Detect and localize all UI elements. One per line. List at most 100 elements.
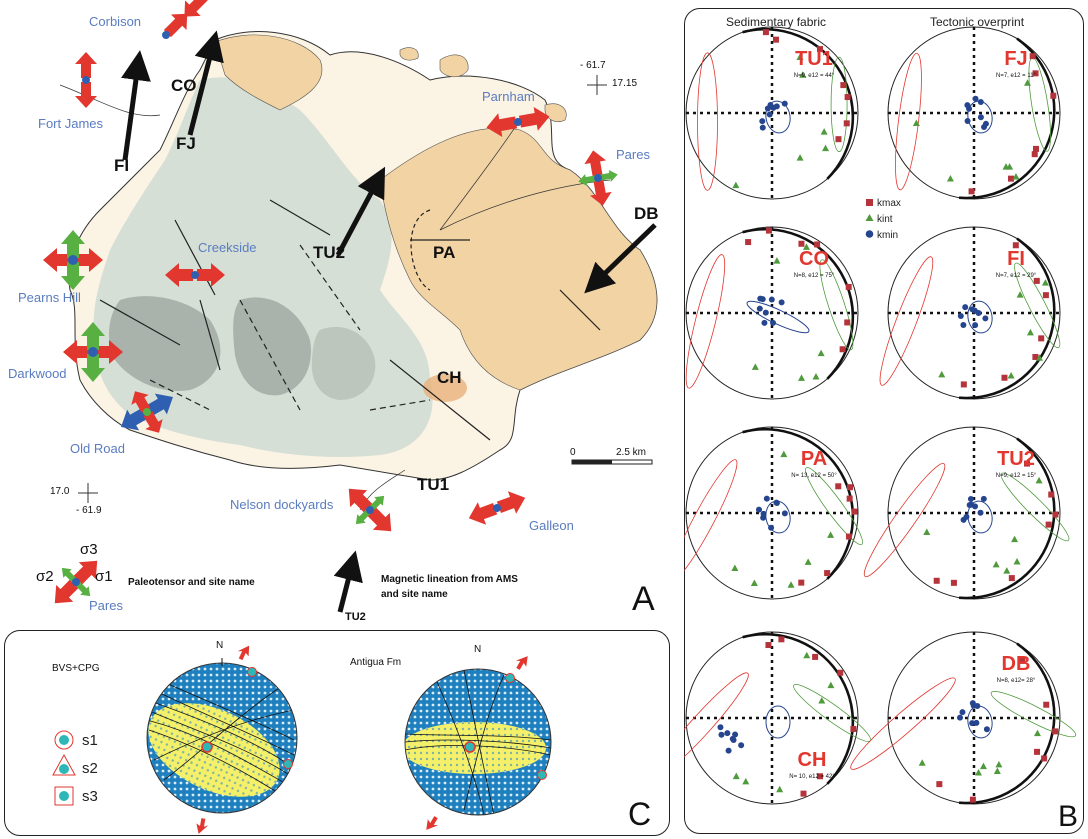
coord-sw-lon: - 61.9 (76, 505, 102, 516)
scale-end: 2.5 km (616, 447, 647, 458)
geologic-map (43, 0, 658, 613)
tensor-pearns-hill (43, 230, 103, 290)
legend-sigma2: σ2 (36, 568, 54, 585)
tensor-creekside (165, 263, 225, 287)
stereonet-stats-tu1: N=9, e12 = 44° (794, 73, 835, 79)
kmin-legend-text: kmin (877, 230, 898, 241)
islet-3 (544, 103, 567, 122)
islet-2 (399, 47, 419, 61)
s1-legend-marker (54, 730, 74, 750)
site-label-pearns-hill: Pearns Hill (18, 290, 81, 305)
panel-c-title-bvs: BVS+CPG (52, 663, 100, 674)
ams-label-ch: CH (437, 368, 462, 387)
stereonet-label-pa: PA (801, 448, 827, 470)
stereonet-fi: FI N=7, e12 = 29° (879, 226, 1061, 400)
stereonet-label-tu1: TU1 (795, 48, 833, 70)
site-label-old-road: Old Road (70, 441, 125, 456)
stereonet-ch: CH N= 10, e12 = 42° (684, 631, 872, 805)
kint-legend-marker (865, 214, 874, 221)
islet-1 (439, 54, 469, 78)
stereonet-fj: FJ N=7, e12 = 11° (887, 26, 1061, 200)
tensor-corbison (162, 0, 208, 39)
panel-c-letter: C (628, 796, 652, 832)
stereonet-pa: PA N= 13, e12 = 50° (684, 426, 863, 600)
panel-c-frame (4, 630, 670, 836)
coord-crosses (78, 75, 607, 503)
stereonet-tu2: TU2 N=9, e12 = 15° (863, 426, 1070, 600)
stereonet-label-fi: FI (1007, 248, 1025, 270)
ams-label-fj: FJ (176, 134, 196, 153)
limestone-unit (214, 34, 658, 391)
kmax-legend-marker (866, 199, 873, 206)
legend-lineation-site: TU2 (345, 611, 366, 623)
site-label-corbison: Corbison (89, 14, 142, 29)
contour-stereonet-bvs (146, 645, 298, 834)
contour-stereonet-antigua (404, 656, 552, 830)
fault-lines (99, 199, 601, 441)
scale-start: 0 (570, 447, 576, 458)
stereonet-stats-ch: N= 10, e12 = 42° (789, 774, 835, 780)
site-label-fort-james: Fort James (38, 116, 104, 131)
ams-lineation-arrows (121, 30, 657, 613)
tensor-parnham (486, 107, 550, 137)
svg-text:s2: s2 (82, 760, 98, 777)
site-label-nelson-dockyards: Nelson dockyards (230, 497, 334, 512)
site-label-parnham: Parnham (482, 89, 535, 104)
col-title-sedimentary: Sedimentary fabric (726, 15, 827, 29)
legend-sigma3: σ3 (80, 541, 98, 558)
ams-label-pa: PA (433, 243, 456, 262)
tensor-fort-james (75, 52, 97, 108)
kmax-legend-text: kmax (877, 198, 901, 209)
coord-ne-lat: 17.15 (612, 78, 638, 89)
svg-text:s1: s1 (82, 732, 98, 749)
legend-tensor-site: Pares (89, 598, 123, 613)
s2-legend-marker (52, 753, 76, 776)
panel-b-letter: B (1058, 800, 1079, 833)
stereonet-label-tu2: TU2 (997, 448, 1035, 470)
stereonet-stats-fj: N=7, e12 = 11° (996, 73, 1037, 79)
stereonet-stats-tu2: N=9, e12 = 15° (996, 473, 1037, 479)
site-label-galleon: Galleon (529, 518, 574, 533)
kmin-legend-marker (865, 230, 874, 238)
panel-c-plots: s1 s2 s3 (52, 645, 552, 834)
volcanic-unit-dark-3 (311, 326, 376, 400)
stereonet-tu1: TU1 N=9, e12 = 44° (685, 26, 859, 200)
panel-c-title-antigua: Antigua Fm (350, 657, 402, 668)
coord-ne-lon: - 61.7 (580, 60, 606, 71)
ams-label-tu1: TU1 (417, 475, 450, 494)
legend-tensor-caption: Paleotensor and site name (128, 577, 255, 588)
ams-label-co: CO (171, 76, 197, 95)
stereonet-co: CO N=8, e12 = 75° (685, 226, 859, 400)
volcanic-unit-dark-1 (108, 296, 221, 391)
col-title-tectonic: Tectonic overprint (930, 15, 1025, 29)
ams-arrow-fi (121, 50, 151, 161)
stereonet-legend: kmax kint kmin (865, 198, 901, 241)
stereonet-label-db: DB (1002, 653, 1031, 675)
ams-arrow-legend (333, 550, 363, 613)
stereonet-stats-db: N=8, e12= 28° (997, 678, 1036, 684)
site-label-pares: Pares (616, 147, 650, 162)
coord-sw-lat: 17.0 (50, 486, 70, 497)
scale-bar (571, 459, 653, 465)
stereonet-label-ch: CH (798, 749, 827, 771)
ams-label-db: DB (634, 204, 659, 223)
stereonet-stats-co: N=8, e12 = 75° (794, 273, 835, 279)
tensor-legend-symbol (54, 560, 98, 604)
panel-a-letter: A (632, 580, 655, 618)
tensor-galleon (468, 491, 526, 525)
panel-c-north-2: N (474, 644, 482, 655)
ams-arrow-fj (187, 30, 224, 136)
site-label-creekside: Creekside (198, 240, 257, 255)
tensor-darkwood (63, 322, 123, 382)
ams-label-fi: FI (114, 156, 130, 175)
legend-sigma1: σ1 (95, 568, 113, 585)
tensor-nelson-dockyards (348, 488, 392, 532)
panel-c-legend: s1 s2 s3 (52, 730, 98, 806)
svg-text:s3: s3 (82, 788, 98, 805)
panel-c-north-1: N (216, 640, 224, 651)
stereonet-label-co: CO (799, 248, 829, 270)
kint-legend-text: kint (877, 214, 893, 225)
stereonet-stats-fi: N=7, e12 = 29° (996, 273, 1037, 279)
stereonet-label-fj: FJ (1004, 48, 1027, 70)
ams-arrow-db (584, 223, 657, 294)
